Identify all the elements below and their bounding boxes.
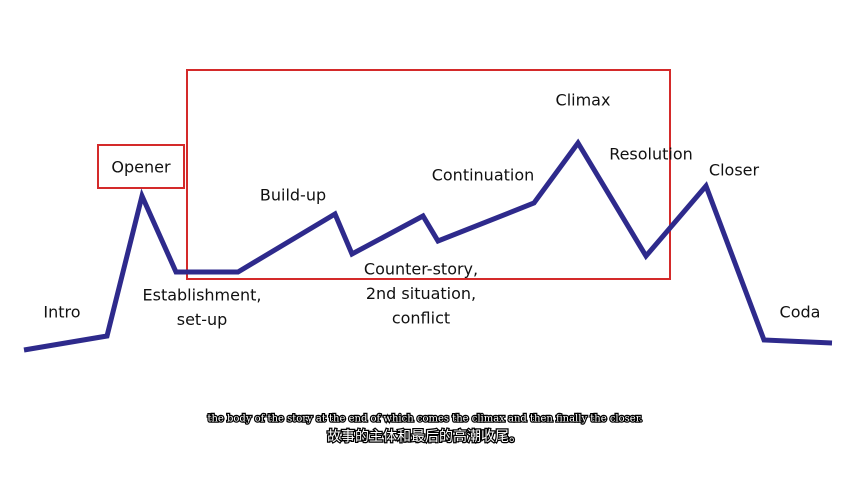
opener-box (97, 144, 185, 189)
labels: Intro Opener Establishment, set-up Build-up C… (43, 91, 820, 330)
arc-label: Coda (780, 303, 821, 322)
story-arc (23, 138, 833, 353)
arc-label: Closer (709, 161, 760, 180)
arc-label: Establishment, (143, 286, 262, 305)
arc-label: Build-up (260, 186, 326, 205)
subtitle-english: the body of the story at the end of whic… (207, 414, 642, 425)
arc-label: Continuation (432, 166, 535, 185)
arc-label: Opener (111, 158, 171, 177)
arc-label: Resolution (609, 145, 693, 164)
arc-label: set-up (177, 310, 228, 329)
arc-label: Intro (43, 303, 80, 322)
subtitle-chinese: 故事的主体和最后的高潮收尾。 (327, 428, 523, 445)
arc-label: conflict (392, 309, 450, 328)
arc-label: 2nd situation, (366, 284, 476, 303)
arc-label: Counter-story, (364, 260, 478, 279)
body-box (186, 69, 671, 280)
arc-label: Climax (556, 91, 611, 110)
